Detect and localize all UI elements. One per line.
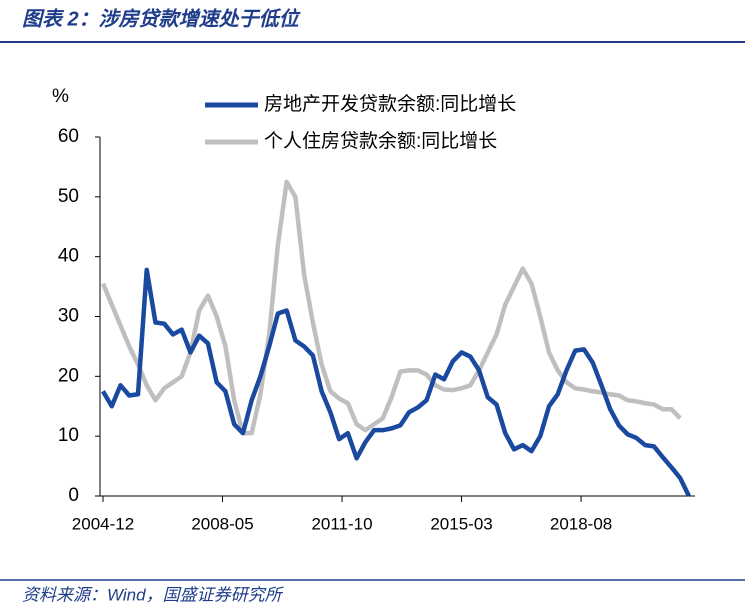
x-tick-label: 2004-12 xyxy=(72,514,134,533)
y-tick-label: 60 xyxy=(58,126,79,147)
y-axis-unit: % xyxy=(52,86,69,107)
x-tick-label: 2018-08 xyxy=(550,514,612,533)
chart-title: 图表 2：涉房贷款增速处于低位 xyxy=(22,7,302,30)
y-tick-label: 20 xyxy=(58,365,79,386)
y-tick-label: 50 xyxy=(58,186,79,207)
y-tick-label: 40 xyxy=(58,246,79,267)
y-tick-label: 0 xyxy=(68,485,79,506)
legend-label: 个人住房贷款余额:同比增长 xyxy=(264,130,497,152)
x-tick-label: 2011-10 xyxy=(311,514,372,533)
source-note: 资料来源：Wind，国盛证券研究所 xyxy=(22,585,285,604)
y-tick-label: 30 xyxy=(58,306,79,327)
legend-label: 房地产开发贷款余额:同比增长 xyxy=(264,93,516,115)
x-tick-label: 2008-05 xyxy=(191,514,253,533)
x-tick-label: 2015-03 xyxy=(430,514,492,533)
series-line xyxy=(101,267,691,497)
series-line xyxy=(100,179,682,436)
y-tick-label: 10 xyxy=(58,425,79,446)
